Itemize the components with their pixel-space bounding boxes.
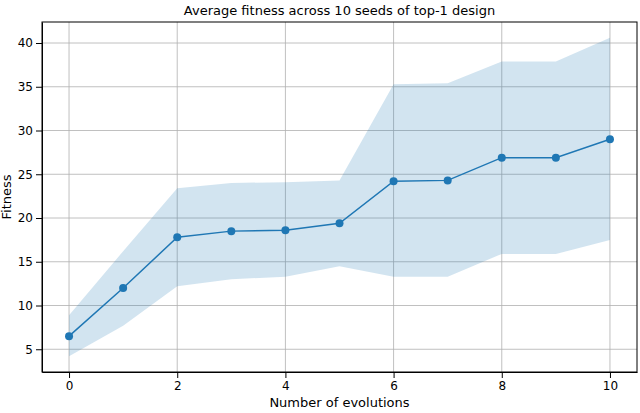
- tick-mark: [610, 372, 611, 378]
- tick-label: 25: [18, 168, 33, 182]
- error-band: [69, 38, 610, 357]
- marker: [606, 135, 614, 143]
- marker: [119, 284, 127, 292]
- tick: 4: [282, 372, 290, 393]
- tick-label: 4: [282, 379, 290, 393]
- tick: 40: [18, 36, 42, 50]
- plot-area: [65, 38, 614, 357]
- tick: 8: [498, 372, 506, 393]
- line: [69, 139, 610, 336]
- marker: [336, 219, 344, 227]
- tick-label: 2: [174, 379, 182, 393]
- tick: 30: [18, 124, 42, 138]
- marker: [227, 227, 235, 235]
- marker: [390, 177, 398, 185]
- tick-mark: [36, 87, 42, 88]
- tick: 15: [18, 255, 42, 269]
- tick-mark: [502, 372, 503, 378]
- tick: 2: [174, 372, 182, 393]
- tick: 35: [18, 80, 42, 94]
- marker: [552, 154, 560, 162]
- tick: 5: [25, 343, 42, 357]
- x-axis: 0 2 4 6 8 10: [43, 372, 638, 393]
- tick-label: 30: [18, 124, 33, 138]
- tick-mark: [285, 372, 286, 378]
- grid-line-y: [42, 43, 637, 44]
- tick-mark: [36, 218, 42, 219]
- chart: 0 2 4 6 8 10 5 10 15 20 25 30 35 40 Average fitness ac…: [0, 0, 640, 413]
- tick-label: 5: [25, 343, 33, 357]
- tick-label: 10: [18, 299, 33, 313]
- tick-mark: [36, 174, 42, 175]
- tick: 10: [603, 372, 618, 393]
- tick-mark: [36, 43, 42, 44]
- title: Average fitness across 10 seeds of top-1…: [184, 3, 495, 18]
- marker: [444, 176, 452, 184]
- y-axis: 5 10 15 20 25 30 35 40: [18, 23, 43, 373]
- plot-frame: [42, 22, 637, 372]
- marker: [65, 332, 73, 340]
- tick-mark: [36, 131, 42, 132]
- tick: 25: [18, 168, 42, 182]
- tick-label: 10: [603, 379, 618, 393]
- tick-label: 20: [18, 211, 33, 225]
- tick-mark: [36, 306, 42, 307]
- tick-mark: [69, 372, 70, 378]
- tick-label: 35: [18, 80, 33, 94]
- tick-label: 15: [18, 255, 33, 269]
- x-axis-title: Number of evolutions: [269, 395, 409, 410]
- marker: [498, 154, 506, 162]
- tick-label: 6: [390, 379, 398, 393]
- grid-line-y: [42, 349, 637, 350]
- tick-mark: [36, 349, 42, 350]
- marker: [173, 233, 181, 241]
- marker: [281, 226, 289, 234]
- tick-label: 8: [498, 379, 506, 393]
- grid: [42, 22, 637, 372]
- tick-label: 0: [66, 379, 74, 393]
- tick: 10: [18, 299, 42, 313]
- tick: 0: [66, 372, 74, 393]
- tick-mark: [36, 262, 42, 263]
- tick: 6: [390, 372, 398, 393]
- tick: 20: [18, 211, 42, 225]
- tick-label: 40: [18, 36, 33, 50]
- tick-mark: [177, 372, 178, 378]
- tick-mark: [394, 372, 395, 378]
- y-axis-title: Fitness: [0, 174, 14, 219]
